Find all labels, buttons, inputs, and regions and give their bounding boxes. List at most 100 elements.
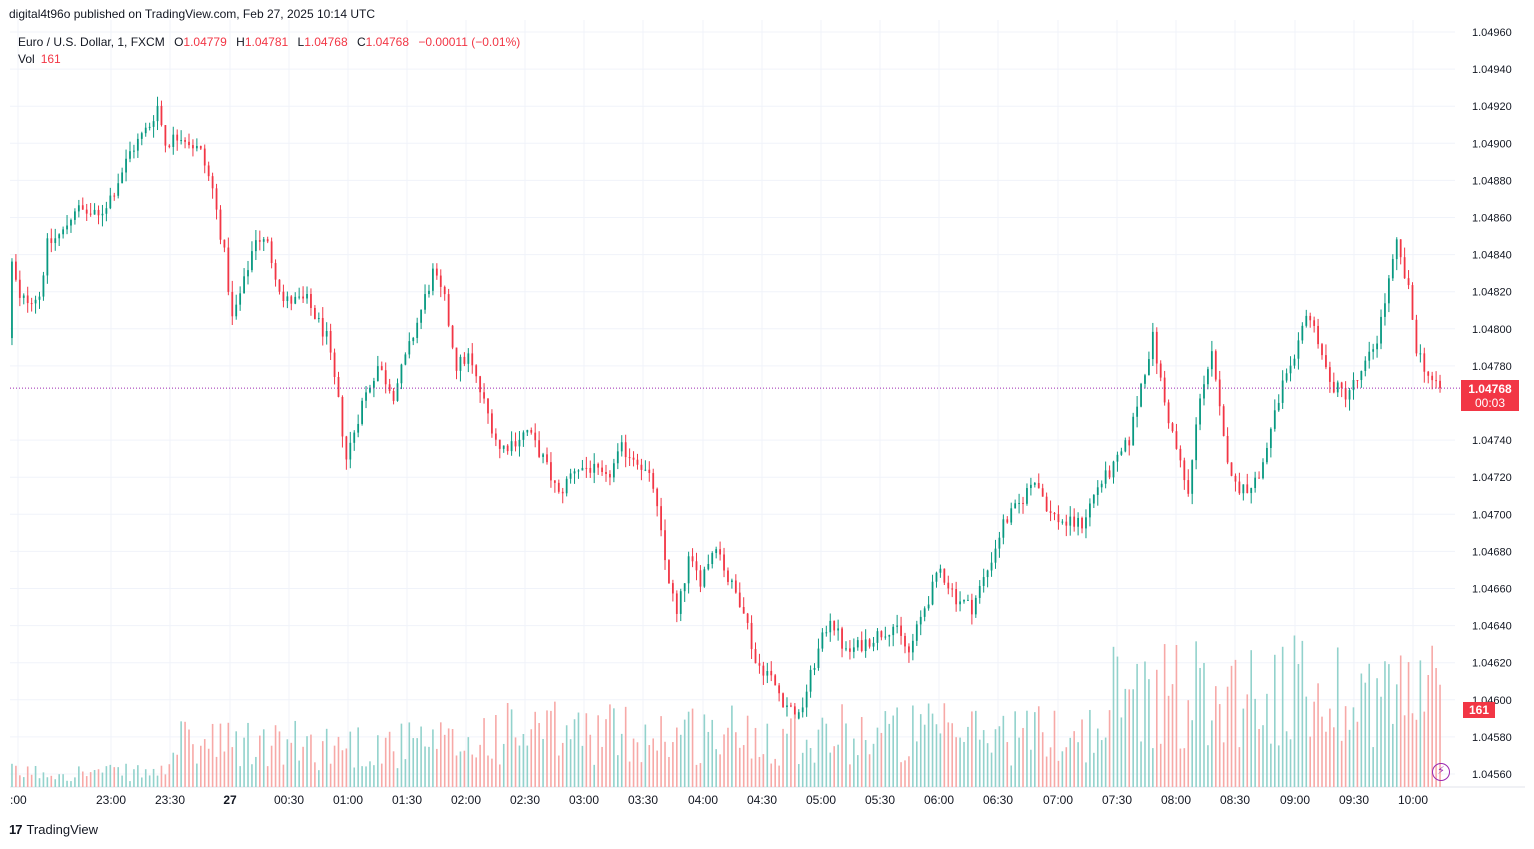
volume-bar [30,774,33,787]
volume-bar [1026,710,1028,787]
volume-bar [172,752,175,787]
candle-body [211,176,214,189]
y-tick-label: 1.04800 [1472,324,1512,336]
tradingview-brand: TradingView [26,822,99,837]
volume-bar [959,737,961,787]
volume-bar [125,763,127,787]
volume-bar [699,763,702,787]
candle-body [66,225,68,230]
volume-bar [975,710,977,787]
volume-bar [1372,747,1374,787]
candle-body [404,354,407,365]
volume-bar [1002,715,1005,787]
volume-bar [200,745,202,787]
candle-body [534,432,537,441]
candle-body [565,478,568,494]
candle-body [278,279,281,292]
candle-body [1179,448,1182,461]
volume-bar [676,727,678,787]
volume-bar [951,723,954,787]
vol-label[interactable]: Vol [18,52,35,66]
candle-body [1352,380,1355,391]
volume-bar [101,772,104,787]
volume-bar [526,745,529,787]
candle-body [825,632,828,634]
volume-bar [459,751,462,787]
volume-bar [1155,669,1158,787]
volume-bar [1191,720,1193,787]
volume-bar [888,723,891,787]
candle-body [1096,487,1099,495]
volume-bar [1364,682,1367,787]
y-tick-label: 1.04960 [1472,27,1512,39]
y-tick-label: 1.04680 [1472,546,1512,558]
candle-body [1159,363,1162,378]
volume-bar [1073,731,1075,787]
x-tick-label: 09:30 [1339,793,1369,807]
candle-body [117,183,120,196]
last-volume-tag: 161 [1463,702,1495,718]
lightning-icon[interactable]: ⚡ [1432,763,1450,781]
candle-body [337,376,340,397]
volume-bar [1108,710,1111,787]
volume-bar [731,705,733,787]
footer-brand[interactable]: 17 TradingView [9,822,98,837]
volume-bar [42,772,45,787]
volume-bar [1049,747,1052,787]
volume-bar [1140,741,1142,787]
volume-bar [365,766,367,787]
y-tick-label: 1.04560 [1472,769,1512,781]
candle-body [121,172,124,184]
candle-body [298,296,301,298]
candle-body [774,675,777,686]
candle-body [569,473,572,479]
candle-body [923,608,926,617]
volume-bar [1376,678,1378,787]
volume-bar [1270,743,1272,787]
candle-body [817,648,820,668]
candle-body [1112,461,1115,478]
volume-bar [617,755,619,787]
candle-body [247,270,249,277]
volume-bar [628,761,631,787]
volume-bar [624,706,627,787]
volume-bar [1112,646,1115,787]
candle-body [50,238,53,244]
x-tick-label: :00 [10,793,27,807]
volume-bar [239,766,241,787]
candle-body [1199,398,1201,425]
volume-bar [1163,644,1166,787]
volume-bar [1093,752,1095,787]
symbol-label[interactable]: Euro / U.S. Dollar, 1, FXCM [18,35,165,49]
volume-bar [109,764,112,787]
volume-bar [377,735,379,787]
volume-bar [927,703,930,787]
candle-body [683,583,686,592]
volume-bar [1053,710,1056,787]
candle-body [782,693,784,708]
candle-body [1081,517,1083,529]
volume-bar [990,752,993,787]
candle-body [605,471,607,475]
candle-body [731,580,733,582]
volume-bar [1065,747,1068,787]
volume-bar [538,723,540,787]
volume-bar [939,733,942,787]
candle-body [164,125,167,146]
volume-bar [1348,729,1351,787]
candle-body [235,304,238,317]
x-tick-label: 07:00 [1043,793,1073,807]
open-value: 1.04779 [183,35,227,49]
volume-bar [1187,700,1190,787]
candle-body [1207,369,1209,385]
candle-body [219,209,222,240]
volume-bar [668,756,670,787]
volume-bar [1297,663,1300,787]
volume-bar [215,756,218,787]
candle-body [766,670,769,676]
candle-body [215,188,218,210]
volume-bar [463,750,466,787]
volume-bar [1313,701,1315,787]
volume-bar [58,774,60,787]
